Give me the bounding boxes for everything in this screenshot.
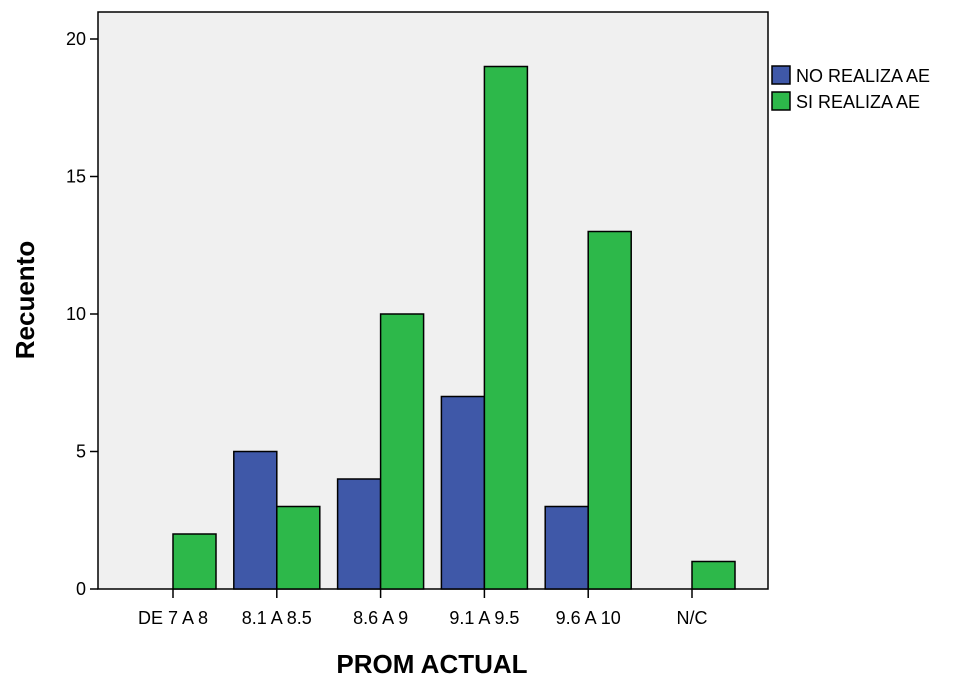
x-tick-label: 9.6 A 10 (556, 608, 621, 628)
y-tick-label: 15 (66, 167, 86, 187)
axis-layer: 0 5 10 15 20 DE 7 A 8 8.1 A 8.5 8.6 A 9 9.1 A 9.… (66, 29, 708, 628)
y-tick-label: 20 (66, 29, 86, 49)
y-tick-label: 10 (66, 304, 86, 324)
legend: NO REALIZA AE SI REALIZA AE (771, 65, 930, 112)
bar-no-realiza-4 (544, 505, 589, 590)
bars-layer (172, 65, 736, 590)
bar-si-realiza-4 (587, 230, 632, 590)
bar-no-realiza-2 (336, 478, 382, 590)
bar-si-realiza-3 (483, 65, 529, 590)
legend-swatch-no-realiza (771, 65, 791, 85)
x-tick-label: N/C (677, 608, 708, 628)
x-tick-label: 9.1 A 9.5 (449, 608, 519, 628)
legend-label-si-realiza: SI REALIZA AE (796, 92, 920, 112)
bar-si-realiza-5 (691, 560, 736, 590)
y-axis-title: Recuento (10, 241, 40, 359)
bar-si-realiza-0 (172, 533, 217, 590)
bar-si-realiza-1 (276, 505, 321, 590)
x-axis-title: PROM ACTUAL (336, 649, 527, 675)
legend-label-no-realiza: NO REALIZA AE (796, 66, 930, 86)
bar-si-realiza-2 (379, 313, 425, 590)
legend-swatch-si-realiza (771, 91, 791, 111)
y-tick-label: 5 (76, 442, 86, 462)
x-tick-label: 8.1 A 8.5 (242, 608, 312, 628)
y-tick-label: 0 (76, 579, 86, 599)
x-tick-label: 8.6 A 9 (353, 608, 408, 628)
x-tick-label: DE 7 A 8 (138, 608, 208, 628)
plot-area (97, 11, 769, 590)
bar-no-realiza-1 (233, 450, 278, 590)
bar-no-realiza-3 (440, 395, 486, 590)
